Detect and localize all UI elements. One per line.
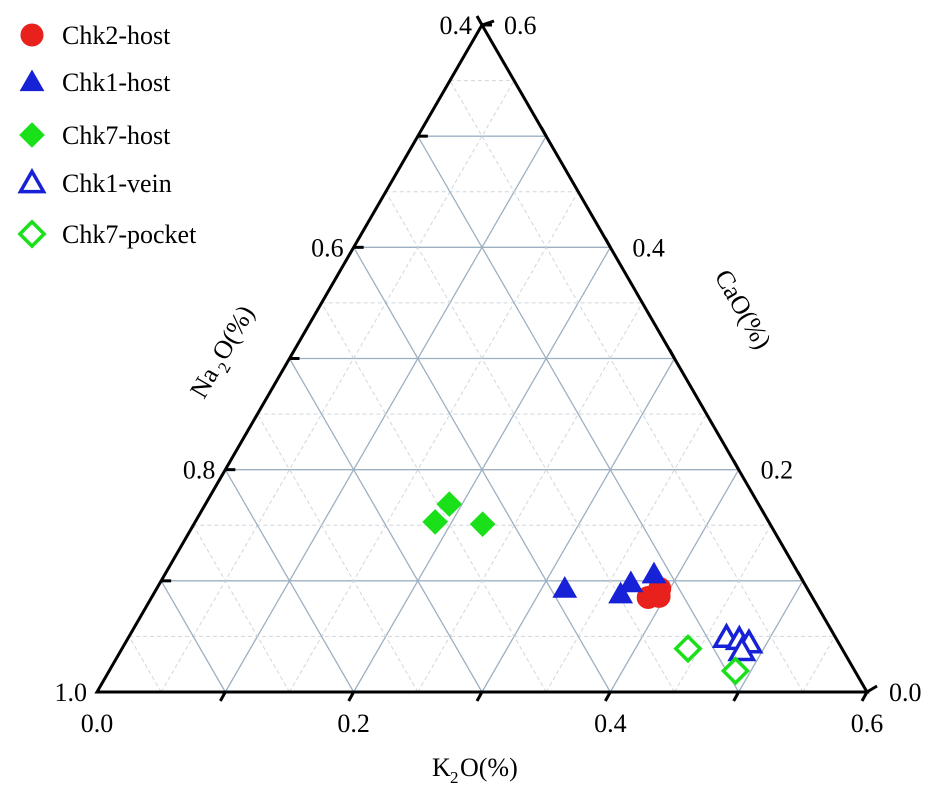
right-axis-tick [539,126,548,137]
data-point-chk1-host [552,576,578,598]
legend-marker-chk7-host [19,122,45,148]
grid-line-na2o [224,469,355,693]
grid-line-k2o [289,191,579,693]
tick-labels: 0.0 0.2 0.4 0.6 1.0 0.8 0.6 0.4 0.0 0.2 0.4 0.6 [55,11,922,738]
bottom-axis-title-sub: 2 [450,768,459,785]
grid-line-k2o [545,413,708,693]
bottom-axis-tick [732,691,740,702]
right-axis-title: CaO(%) [709,265,777,355]
legend-label-chk7-host: Chk7-host [62,121,171,150]
data-point-chk1-host [608,581,634,604]
data-point-chk7-host [422,509,448,535]
legend-marker-chk1-vein [17,167,47,194]
grid-line-na2o [192,525,290,693]
right-axis-tick [732,459,740,471]
legend-label-chk1-host: Chk1-host [62,68,171,97]
right-axis-tick [866,684,878,694]
grid-line-na2o [128,636,162,693]
bottom-axis-tick-label: 0.2 [337,709,370,738]
right-axis-tick [604,237,612,249]
bottom-axis-title: K 2 O(%) [432,753,518,785]
data-point-chk7-host [436,491,463,517]
data-point-chk7-pocket [673,634,703,664]
grid-line-k2o [417,302,643,693]
data-point-chk2-host [647,584,671,608]
legend-marker-chk7-pocket [17,219,47,249]
right-axis-tick-label: 0.0 [889,678,922,707]
left-axis-tick-label: 0.8 [183,456,216,485]
right-axis-tick-label: 0.6 [504,11,537,40]
data-points [422,491,764,686]
left-axis-tick-label: 0.6 [311,233,344,262]
bottom-axis-tick [475,691,484,702]
legend-marker-chk2-host [20,23,44,47]
right-axis-tick [481,19,495,27]
legend-label-chk1-vein: Chk1-vein [62,169,172,198]
bottom-axis-tick [347,691,355,702]
legend-marker-chk1-host [19,69,45,92]
data-point-chk7-host [469,511,496,537]
grid-line-k2o [802,636,836,693]
legend-label-chk2-host: Chk2-host [62,21,171,50]
grid-lines [128,80,836,693]
right-axis-tick-label: 0.4 [632,233,665,262]
bottom-axis-tick [860,691,869,702]
grid-line-na2o [256,413,419,693]
bottom-axis-title-main: K [432,753,451,782]
axis-ticks [161,15,878,702]
grid-line-na2o [288,358,483,693]
right-axis-tick-label: 0.2 [761,456,794,485]
grid-line-na2o [417,135,740,693]
grid-line-na2o [160,580,226,693]
left-axis-title-rest: O(%) [206,300,260,365]
data-point-chk7-pocket [720,656,751,686]
data-point-chk1-host [641,561,667,584]
right-axis-tick [668,348,676,360]
right-axis-tick [475,15,484,26]
right-axis-tick [796,571,805,582]
data-point-chk1-host [618,570,644,593]
legend-label-chk7-pocket: Chk7-pocket [62,220,197,249]
grid-line-k2o [674,525,772,693]
bottom-axis-tick-label: 0.6 [851,709,884,738]
grid-line-k2o [160,80,515,693]
bottom-axis-tick [219,691,227,702]
grid-line-na2o [321,302,547,693]
grid-line-na2o [385,191,675,693]
legend: Chk2-host Chk1-host Chk7-host Chk1-vein Chk7… [17,21,197,249]
data-point-chk1-vein [727,635,757,662]
left-axis-tick-label: 1.0 [55,678,88,707]
bottom-axis-tick-label: 0.4 [594,709,627,738]
grid-line-na2o [449,80,804,693]
left-axis-title: Na 2 O(%) [184,300,260,403]
grid-line-na2o [353,247,611,693]
bottom-axis-tick [604,691,612,702]
bottom-axis-tick-label: 0.0 [81,709,114,738]
bottom-axis-title-rest: O(%) [460,753,518,782]
left-axis-tick-label: 0.4 [440,11,473,40]
